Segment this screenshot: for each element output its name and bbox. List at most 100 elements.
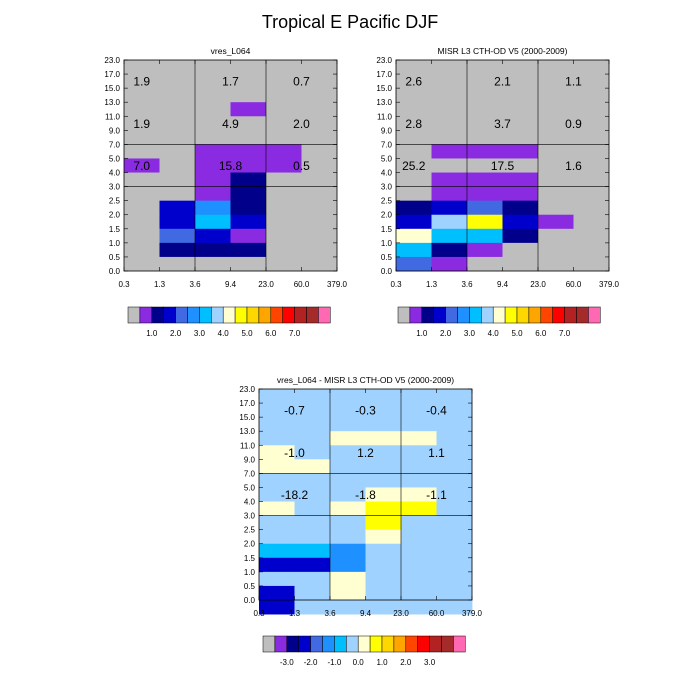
- x-tick-label: 0.3: [390, 280, 402, 289]
- heatmap-cell: [396, 186, 432, 202]
- y-tick-label: 0.5: [244, 582, 256, 591]
- colorbar-swatch: [274, 635, 288, 653]
- heatmap-cell: [124, 130, 160, 145]
- x-tick-label: 23.0: [530, 280, 546, 289]
- heatmap-cell: [365, 445, 402, 460]
- region-value-label: -0.3: [355, 404, 376, 418]
- heatmap-cell: [431, 186, 468, 202]
- heatmap-cell: [195, 60, 231, 75]
- heatmap-cell: [330, 487, 366, 502]
- colorbar-swatch: [151, 306, 164, 324]
- x-tick-label: 60.0: [294, 280, 310, 289]
- heatmap-cell: [259, 445, 295, 460]
- y-tick-label: 9.0: [244, 455, 256, 464]
- heatmap-cell: [401, 571, 437, 587]
- heatmap-cell: [330, 445, 366, 460]
- heatmap-cell: [436, 585, 473, 601]
- heatmap-cell: [365, 417, 402, 432]
- heatmap-cell: [401, 487, 437, 502]
- heatmap-cell: [436, 571, 473, 587]
- heatmap-cell: [159, 256, 196, 272]
- y-tick-label: 11.0: [240, 441, 256, 450]
- heatmap-cell: [401, 389, 437, 404]
- colorbar-label: 1.0: [146, 329, 158, 338]
- x-tick-label: 9.4: [360, 609, 372, 618]
- heatmap-cell: [159, 144, 196, 159]
- y-tick-label: 4.0: [109, 169, 121, 178]
- heatmap-cell: [230, 214, 267, 230]
- heatmap-cell: [301, 186, 338, 202]
- heatmap-cell: [266, 186, 302, 202]
- region-value-label: 1.7: [222, 75, 239, 89]
- heatmap-cell: [396, 74, 432, 89]
- heatmap-cell: [502, 74, 539, 89]
- heatmap-cell: [159, 130, 196, 145]
- heatmap-cell: [467, 102, 503, 117]
- heatmap-cell: [467, 256, 503, 272]
- heatmap-cell: [467, 228, 503, 244]
- heatmap-cell: [124, 60, 160, 75]
- heatmap-cell: [538, 200, 574, 216]
- colorbar-swatch: [187, 306, 200, 324]
- heatmap-cell: [396, 102, 432, 117]
- heatmap-cell: [195, 200, 231, 216]
- heatmap-cell: [159, 60, 196, 75]
- heatmap-cell: [365, 389, 402, 404]
- heatmap-cell: [436, 557, 473, 573]
- colorbar-swatch: [516, 306, 530, 324]
- heatmap-cell: [124, 242, 160, 258]
- y-tick-label: 3.0: [381, 183, 393, 192]
- colorbar-label: -2.0: [304, 658, 318, 667]
- region-value-label: -18.2: [281, 488, 309, 502]
- region-value-label: -1.1: [426, 488, 447, 502]
- y-tick-label: 1.5: [109, 225, 121, 234]
- heatmap-cell: [573, 242, 610, 258]
- colorbar-label: 4.0: [218, 329, 230, 338]
- heatmap-cell: [436, 515, 473, 531]
- heatmap-cell: [159, 242, 196, 258]
- heatmap-cell: [330, 501, 366, 516]
- colorbar-swatch: [211, 306, 224, 324]
- heatmap-cell: [538, 88, 574, 103]
- heatmap-cell: [538, 256, 574, 272]
- colorbar-swatch: [417, 635, 430, 653]
- heatmap-cell: [124, 74, 160, 89]
- heatmap-cell: [266, 88, 302, 103]
- heatmap-cell: [330, 571, 366, 587]
- colorbar: 1.0 2.0 3.0 4.0 5.0 6.0 7.0: [127, 306, 331, 338]
- colorbar: -3.0 -2.0 -1.0 0.0 1.0 2.0 3.0: [262, 635, 466, 667]
- heatmap-cell: [401, 431, 437, 446]
- colorbar-swatch: [409, 306, 423, 324]
- colorbar-swatch: [381, 635, 395, 653]
- heatmap-cell: [230, 172, 267, 187]
- colorbar-swatch: [258, 306, 272, 324]
- panel-model: vres_L064 0.3 1.3 3.6 9.4 23.0 60.0 379.0 0.0 0.5…: [104, 46, 347, 338]
- colorbar-swatch: [576, 306, 589, 324]
- region-value-label: 1.1: [428, 446, 445, 460]
- heatmap-cell: [159, 116, 196, 131]
- heatmap-cell: [266, 172, 302, 187]
- colorbar-label: 0.0: [353, 658, 365, 667]
- heatmap-cell: [436, 459, 473, 474]
- heatmap-cell: [230, 256, 267, 272]
- heatmap-cell: [330, 473, 366, 488]
- y-tick-label: 23.0: [104, 56, 120, 65]
- colorbar-label: 7.0: [559, 329, 571, 338]
- heatmap-cell: [259, 417, 295, 432]
- colorbar-swatch: [298, 635, 311, 653]
- colorbar-swatch: [433, 306, 446, 324]
- heatmap-cell: [330, 585, 366, 601]
- heatmap-cell: [401, 600, 437, 615]
- heatmap-cell: [538, 186, 574, 202]
- heatmap-cell: [467, 186, 503, 202]
- heatmap-cell: [195, 88, 231, 103]
- y-tick-label: 5.0: [244, 483, 256, 492]
- heatmap-cell: [124, 158, 160, 173]
- colorbar-swatch: [262, 635, 276, 653]
- heatmap-cell: [502, 172, 539, 187]
- region-value-label: -0.4: [426, 404, 447, 418]
- heatmap-cell: [301, 214, 338, 230]
- heatmap-cell: [124, 144, 160, 159]
- heatmap-cell: [431, 144, 468, 159]
- heatmap-cell: [124, 214, 160, 230]
